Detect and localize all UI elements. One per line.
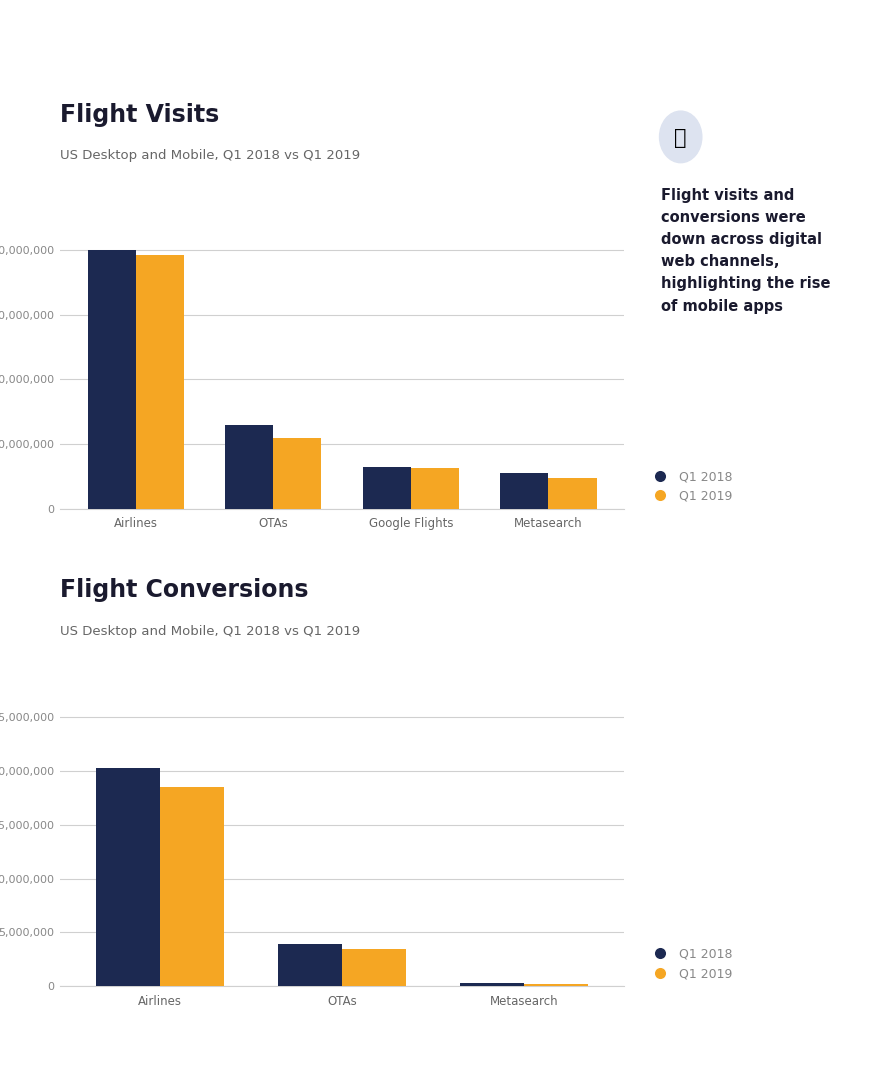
Bar [96,768,160,986]
Bar [225,425,273,509]
Bar [160,787,224,986]
Bar [278,944,342,986]
Bar [461,983,524,986]
Bar [524,984,588,986]
Text: 💡: 💡 [674,128,687,148]
Bar [273,438,322,509]
Text: Flight Visits: Flight Visits [60,103,219,127]
Legend: Q1 2018, Q1 2019: Q1 2018, Q1 2019 [647,948,732,980]
Bar [342,949,406,986]
Bar [411,468,459,509]
Bar [136,255,184,509]
Bar [88,250,136,509]
Text: Flight Conversions: Flight Conversions [60,578,309,602]
Circle shape [659,111,702,163]
Legend: Q1 2018, Q1 2019: Q1 2018, Q1 2019 [647,470,732,502]
Bar [362,467,411,509]
Bar [548,478,597,509]
Text: Flight visits and
conversions were
down across digital
web channels,
highlightin: Flight visits and conversions were down … [661,188,831,314]
Text: US Desktop and Mobile, Q1 2018 vs Q1 2019: US Desktop and Mobile, Q1 2018 vs Q1 201… [60,625,361,638]
Bar [500,473,548,509]
Text: US Desktop and Mobile, Q1 2018 vs Q1 2019: US Desktop and Mobile, Q1 2018 vs Q1 201… [60,149,361,162]
